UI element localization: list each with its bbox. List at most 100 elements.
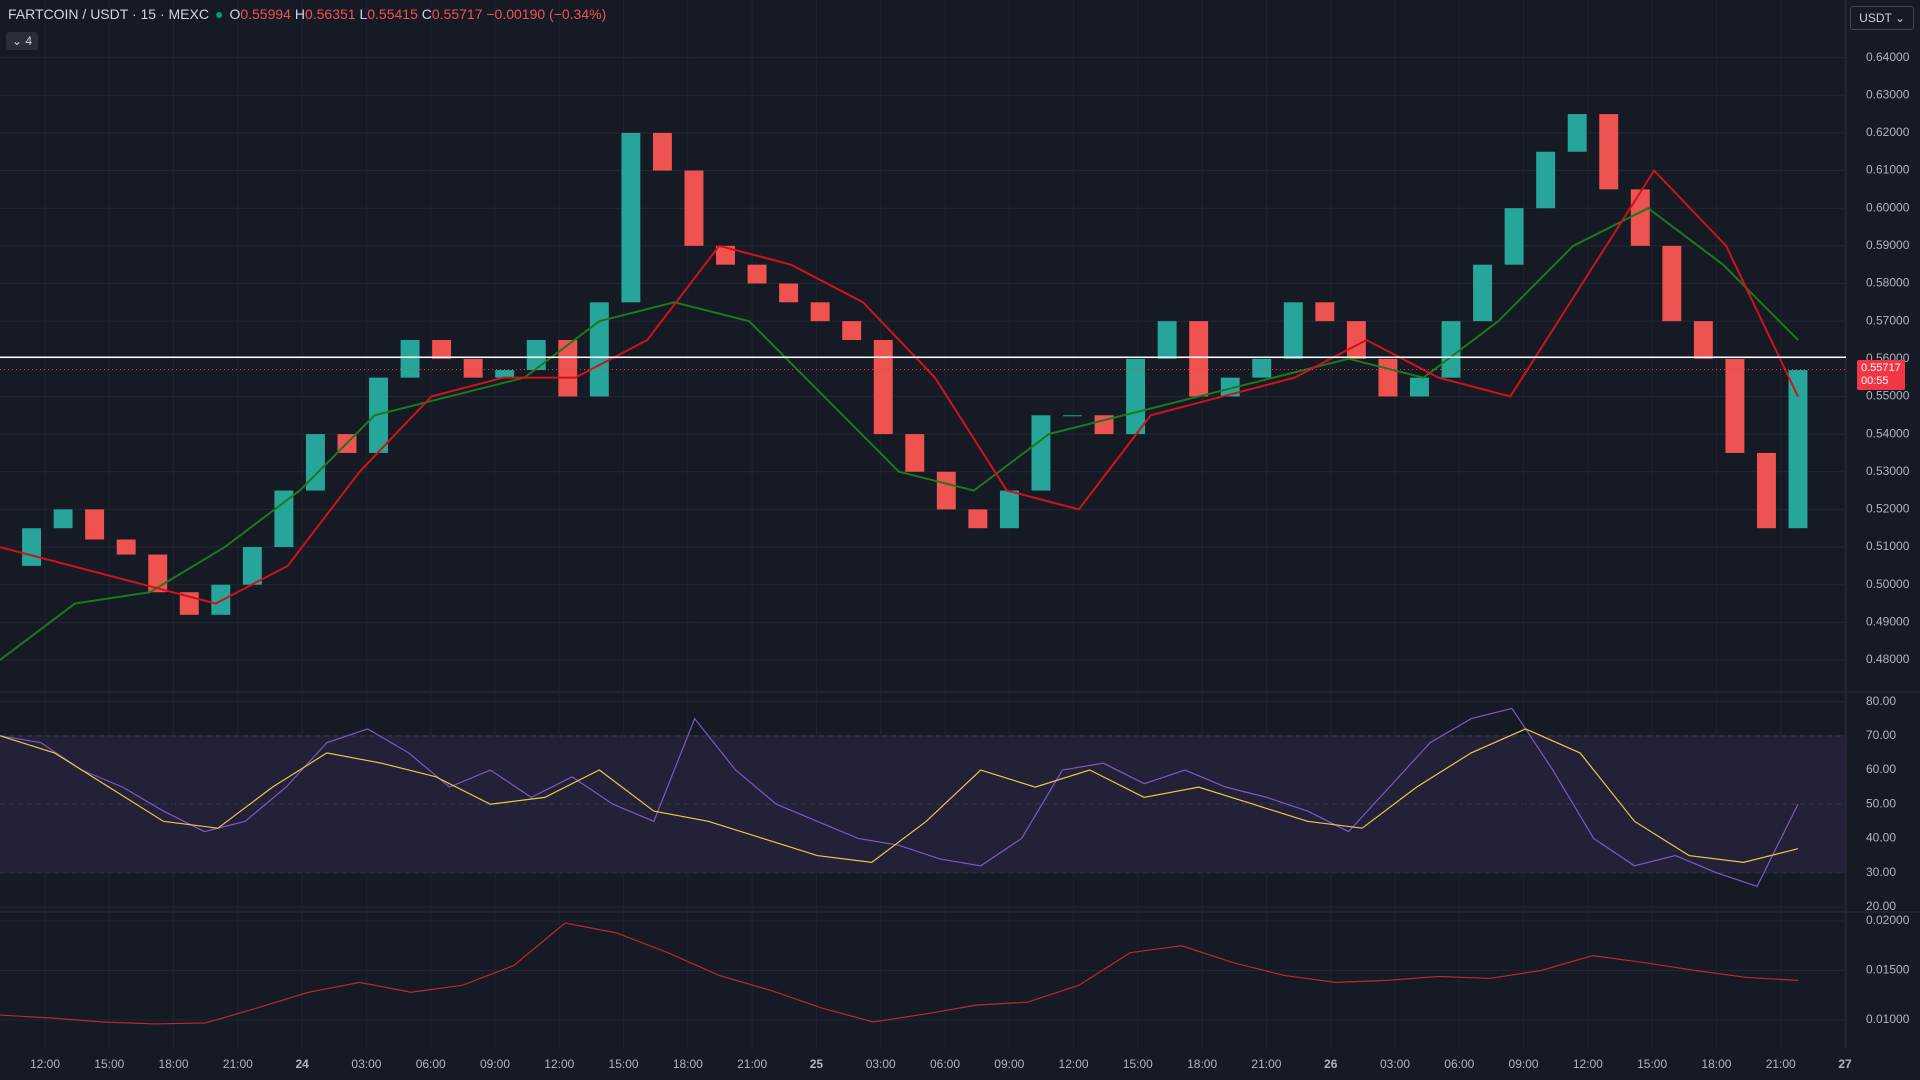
x-tick-label: 24	[295, 1057, 309, 1071]
rsi-ma-line	[0, 728, 1799, 864]
candle	[968, 509, 988, 529]
x-tick-label: 09:00	[994, 1057, 1024, 1071]
y-tick-label: 0.52000	[1866, 502, 1910, 516]
indicator-toggle[interactable]: ⌄ 4	[6, 32, 39, 50]
candle	[1788, 370, 1808, 529]
candle	[1441, 321, 1461, 378]
x-tick-label: 12:00	[1059, 1057, 1089, 1071]
candle	[1725, 358, 1745, 453]
candle	[999, 490, 1019, 529]
x-tick-label: 27	[1838, 1057, 1852, 1071]
candle	[779, 283, 799, 303]
x-tick-label: 03:00	[866, 1057, 896, 1071]
candle	[400, 339, 420, 378]
label: O	[229, 6, 241, 22]
x-tick-label: 15:00	[1637, 1057, 1667, 1071]
x-tick-label: 26	[1324, 1057, 1338, 1071]
ohlc: O0.55994 H0.56351 L0.55415 C0.55717 −0.0…	[229, 6, 606, 22]
candle	[1473, 264, 1493, 322]
y-tick-label: 0.60000	[1866, 200, 1910, 214]
y-tick-label: 70.00	[1866, 728, 1896, 742]
ema-slow	[0, 207, 1799, 661]
x-tick-label: 25	[810, 1057, 824, 1071]
candle	[684, 170, 704, 246]
legend-header: FARTCOIN / USDT · 15 · MEXC ● O0.55994 H…	[8, 6, 607, 22]
value: 0.55994	[240, 6, 291, 22]
candle	[1063, 415, 1082, 417]
candle	[1220, 377, 1240, 397]
y-tick-label: 30.00	[1866, 865, 1896, 879]
rsi-line	[0, 707, 1799, 888]
candle	[305, 434, 325, 491]
label: C	[421, 6, 432, 22]
candle	[1756, 452, 1776, 529]
y-tick-label: 0.01500	[1866, 963, 1910, 977]
candle	[1283, 302, 1303, 359]
candle	[242, 547, 262, 585]
candle	[558, 339, 578, 397]
y-tick-label: 0.58000	[1866, 276, 1910, 290]
candle	[1157, 321, 1177, 359]
x-tick-label: 03:00	[351, 1057, 381, 1071]
x-tick-label: 06:00	[416, 1057, 446, 1071]
y-tick-label: 50.00	[1866, 796, 1896, 810]
candle	[1504, 208, 1524, 265]
candle	[1126, 358, 1146, 435]
x-tick-label: 21:00	[1251, 1057, 1281, 1071]
candle	[936, 471, 956, 510]
candle	[1252, 358, 1272, 378]
y-tick-label: 0.55000	[1866, 389, 1910, 403]
x-tick-label: 15:00	[609, 1057, 639, 1071]
y-tick-label: 20.00	[1866, 899, 1896, 913]
candle	[1567, 114, 1587, 152]
candle	[842, 321, 862, 340]
candle	[716, 245, 735, 265]
value: 0.55717	[431, 6, 483, 22]
candle	[274, 490, 294, 548]
y-tick-label: 0.51000	[1866, 539, 1910, 553]
candle	[148, 554, 168, 593]
candle	[1346, 321, 1366, 359]
candle	[1378, 358, 1398, 397]
y-tick-label: 0.61000	[1866, 163, 1910, 177]
candle	[621, 132, 641, 303]
candle	[1630, 189, 1650, 246]
x-tick-label: 21:00	[1766, 1057, 1796, 1071]
candle	[1599, 114, 1619, 190]
y-tick-label: 40.00	[1866, 831, 1896, 845]
candle	[1189, 321, 1209, 397]
change: −0.00190 (−0.34%)	[486, 6, 607, 22]
y-tick-label: 0.59000	[1866, 238, 1910, 252]
candle	[495, 370, 515, 378]
y-tick-label: 0.63000	[1866, 87, 1910, 101]
count: 4	[25, 34, 33, 48]
x-tick-label: 18:00	[1187, 1057, 1217, 1071]
value: 0.56351	[304, 6, 356, 22]
candle	[589, 302, 609, 397]
candle	[432, 339, 452, 359]
symbol[interactable]: FARTCOIN / USDT · 15 · MEXC	[8, 6, 209, 22]
x-tick-label: 12:00	[1573, 1057, 1603, 1071]
x-tick-label: 18:00	[159, 1057, 189, 1071]
candle	[85, 509, 105, 540]
y-tick-label: 0.02000	[1866, 913, 1910, 927]
countdown: 00:55	[1861, 375, 1889, 388]
y-tick-label: 0.50000	[1866, 577, 1910, 591]
candle	[873, 339, 893, 435]
label: L	[359, 6, 368, 22]
currency-select[interactable]: USDT ⌄	[1850, 6, 1914, 30]
y-tick-label: 0.64000	[1866, 50, 1910, 64]
x-tick-label: 15:00	[1123, 1057, 1153, 1071]
x-tick-label: 03:00	[1380, 1057, 1410, 1071]
candle	[1662, 245, 1682, 322]
value: 0.55415	[367, 6, 418, 22]
candle	[116, 539, 136, 555]
candle	[1536, 151, 1556, 209]
ema-fast	[0, 168, 1799, 605]
x-tick-label: 12:00	[544, 1057, 574, 1071]
candle	[652, 132, 672, 171]
currency: USDT	[1859, 11, 1892, 25]
candle	[53, 509, 73, 529]
x-tick-label: 18:00	[1701, 1057, 1731, 1071]
